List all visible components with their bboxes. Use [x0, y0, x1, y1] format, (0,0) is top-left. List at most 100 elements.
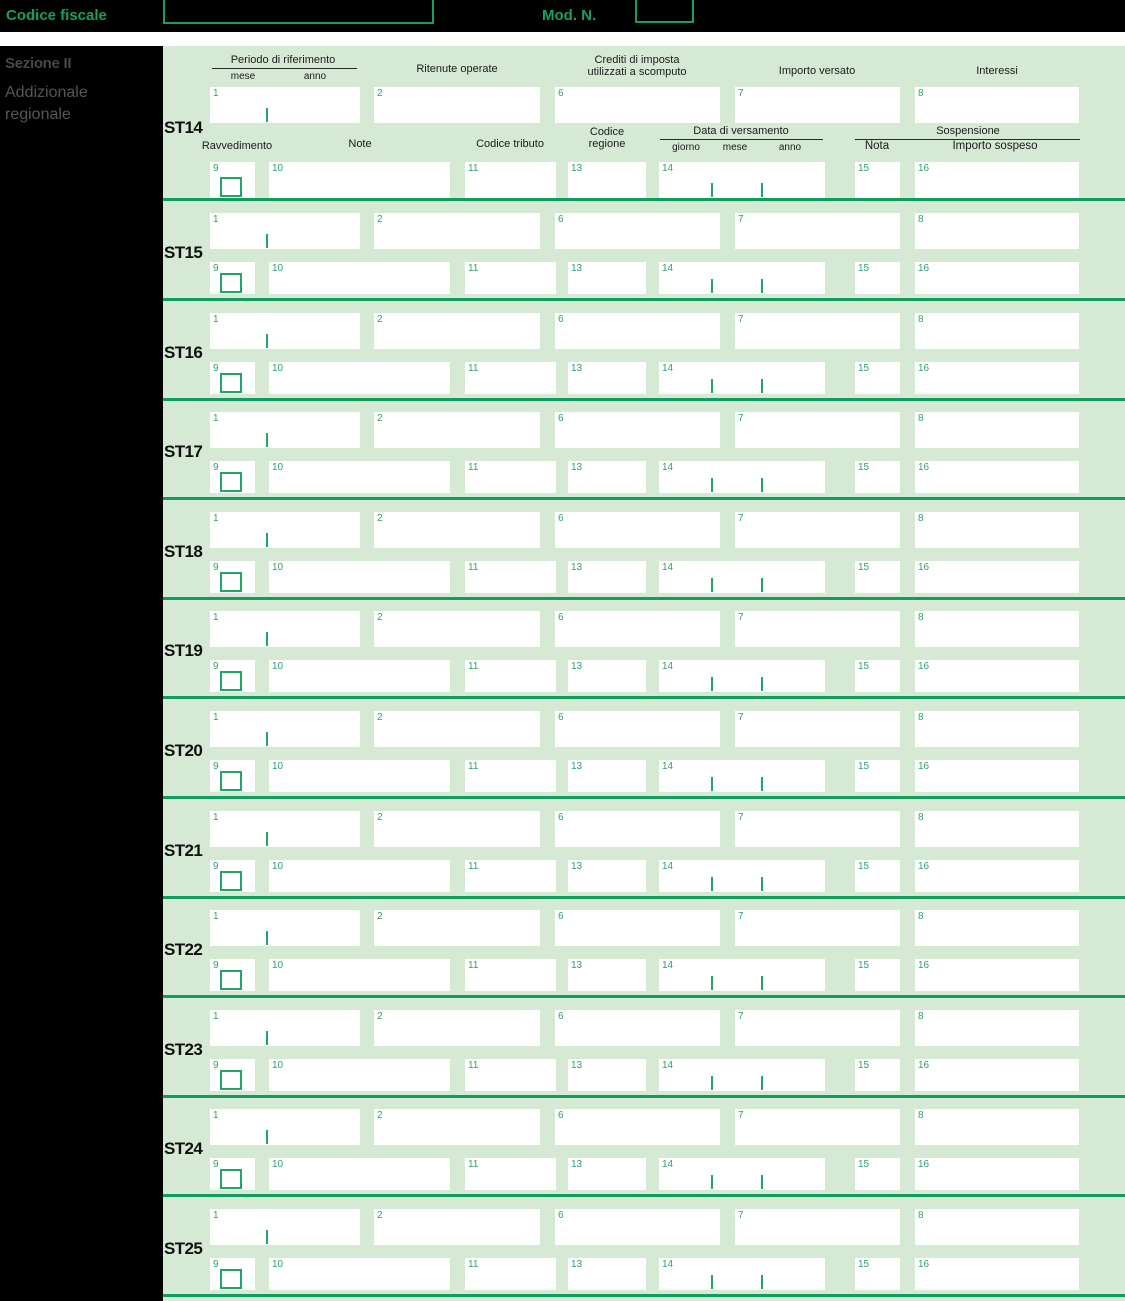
- field-8-input[interactable]: 8: [915, 910, 1079, 946]
- field-10-input[interactable]: 10: [269, 860, 450, 892]
- field-14-input[interactable]: 14: [659, 461, 825, 493]
- field-14-input[interactable]: 14: [659, 760, 825, 792]
- field-11-input[interactable]: 11: [465, 162, 556, 198]
- ravvedimento-checkbox[interactable]: [220, 1269, 242, 1289]
- field-14-input[interactable]: 14: [659, 262, 825, 294]
- field-13-input[interactable]: 13: [568, 362, 646, 394]
- field-15-input[interactable]: 15: [855, 860, 900, 892]
- field-15-input[interactable]: 15: [855, 1158, 900, 1190]
- field-7-input[interactable]: 7: [735, 1010, 900, 1046]
- field-16-input[interactable]: 16: [915, 1258, 1079, 1290]
- field-10-input[interactable]: 10: [269, 461, 450, 493]
- field-7-input[interactable]: 7: [735, 1209, 900, 1245]
- field-14-input[interactable]: 14: [659, 1158, 825, 1190]
- field-16-input[interactable]: 16: [915, 760, 1079, 792]
- field-14-input[interactable]: 14: [659, 362, 825, 394]
- field-14-input[interactable]: 14: [659, 660, 825, 692]
- field-11-input[interactable]: 11: [465, 1258, 556, 1290]
- ravvedimento-checkbox[interactable]: [220, 1169, 242, 1189]
- ravvedimento-checkbox[interactable]: [220, 472, 242, 492]
- field-8-input[interactable]: 8: [915, 611, 1079, 647]
- field-13-input[interactable]: 13: [568, 959, 646, 991]
- field-16-input[interactable]: 16: [915, 262, 1079, 294]
- field-1-input[interactable]: 1: [210, 611, 360, 647]
- field-2-input[interactable]: 2: [374, 213, 540, 249]
- field-2-input[interactable]: 2: [374, 1010, 540, 1046]
- field-1-input[interactable]: 1: [210, 910, 360, 946]
- field-6-input[interactable]: 6: [555, 1010, 720, 1046]
- field-10-input[interactable]: 10: [269, 660, 450, 692]
- field-10-input[interactable]: 10: [269, 162, 450, 198]
- field-8-input[interactable]: 8: [915, 512, 1079, 548]
- ravvedimento-checkbox[interactable]: [220, 572, 242, 592]
- field-10-input[interactable]: 10: [269, 1258, 450, 1290]
- field-15-input[interactable]: 15: [855, 461, 900, 493]
- codice-fiscale-input[interactable]: [163, 0, 434, 24]
- field-8-input[interactable]: 8: [915, 811, 1079, 847]
- field-7-input[interactable]: 7: [735, 512, 900, 548]
- ravvedimento-checkbox[interactable]: [220, 373, 242, 393]
- field-6-input[interactable]: 6: [555, 910, 720, 946]
- field-14-input[interactable]: 14: [659, 959, 825, 991]
- field-9-input[interactable]: 9: [210, 162, 255, 198]
- field-11-input[interactable]: 11: [465, 1158, 556, 1190]
- field-11-input[interactable]: 11: [465, 760, 556, 792]
- field-2-input[interactable]: 2: [374, 910, 540, 946]
- field-14-input[interactable]: 14: [659, 1059, 825, 1091]
- field-10-input[interactable]: 10: [269, 1158, 450, 1190]
- field-1-input[interactable]: 1: [210, 313, 360, 349]
- field-8-input[interactable]: 8: [915, 1109, 1079, 1145]
- field-10-input[interactable]: 10: [269, 262, 450, 294]
- field-15-input[interactable]: 15: [855, 162, 900, 198]
- field-1-input[interactable]: 1: [210, 512, 360, 548]
- field-7-input[interactable]: 7: [735, 611, 900, 647]
- field-2-input[interactable]: 2: [374, 611, 540, 647]
- field-6-input[interactable]: 6: [555, 811, 720, 847]
- field-13-input[interactable]: 13: [568, 860, 646, 892]
- field-1-input[interactable]: 1: [210, 1010, 360, 1046]
- field-2-input[interactable]: 2: [374, 87, 540, 123]
- field-13-input[interactable]: 13: [568, 760, 646, 792]
- field-6-input[interactable]: 6: [555, 611, 720, 647]
- field-9-input[interactable]: 9: [210, 660, 255, 692]
- field-9-input[interactable]: 9: [210, 860, 255, 892]
- field-16-input[interactable]: 16: [915, 1158, 1079, 1190]
- field-7-input[interactable]: 7: [735, 1109, 900, 1145]
- field-9-input[interactable]: 9: [210, 959, 255, 991]
- field-13-input[interactable]: 13: [568, 1059, 646, 1091]
- field-10-input[interactable]: 10: [269, 1059, 450, 1091]
- field-10-input[interactable]: 10: [269, 760, 450, 792]
- field-1-input[interactable]: 1: [210, 213, 360, 249]
- field-16-input[interactable]: 16: [915, 561, 1079, 593]
- field-9-input[interactable]: 9: [210, 561, 255, 593]
- ravvedimento-checkbox[interactable]: [220, 1070, 242, 1090]
- mod-n-input[interactable]: [635, 0, 694, 23]
- field-2-input[interactable]: 2: [374, 711, 540, 747]
- field-15-input[interactable]: 15: [855, 959, 900, 991]
- field-1-input[interactable]: 1: [210, 811, 360, 847]
- field-11-input[interactable]: 11: [465, 561, 556, 593]
- field-6-input[interactable]: 6: [555, 1209, 720, 1245]
- field-16-input[interactable]: 16: [915, 162, 1079, 198]
- field-7-input[interactable]: 7: [735, 87, 900, 123]
- field-16-input[interactable]: 16: [915, 959, 1079, 991]
- field-8-input[interactable]: 8: [915, 313, 1079, 349]
- field-13-input[interactable]: 13: [568, 561, 646, 593]
- field-11-input[interactable]: 11: [465, 461, 556, 493]
- ravvedimento-checkbox[interactable]: [220, 970, 242, 990]
- field-16-input[interactable]: 16: [915, 1059, 1079, 1091]
- field-13-input[interactable]: 13: [568, 162, 646, 198]
- field-16-input[interactable]: 16: [915, 660, 1079, 692]
- field-16-input[interactable]: 16: [915, 461, 1079, 493]
- field-15-input[interactable]: 15: [855, 760, 900, 792]
- field-2-input[interactable]: 2: [374, 512, 540, 548]
- ravvedimento-checkbox[interactable]: [220, 177, 242, 197]
- field-15-input[interactable]: 15: [855, 1258, 900, 1290]
- field-9-input[interactable]: 9: [210, 362, 255, 394]
- field-13-input[interactable]: 13: [568, 1258, 646, 1290]
- field-9-input[interactable]: 9: [210, 262, 255, 294]
- field-8-input[interactable]: 8: [915, 1010, 1079, 1046]
- field-11-input[interactable]: 11: [465, 959, 556, 991]
- field-7-input[interactable]: 7: [735, 213, 900, 249]
- field-11-input[interactable]: 11: [465, 1059, 556, 1091]
